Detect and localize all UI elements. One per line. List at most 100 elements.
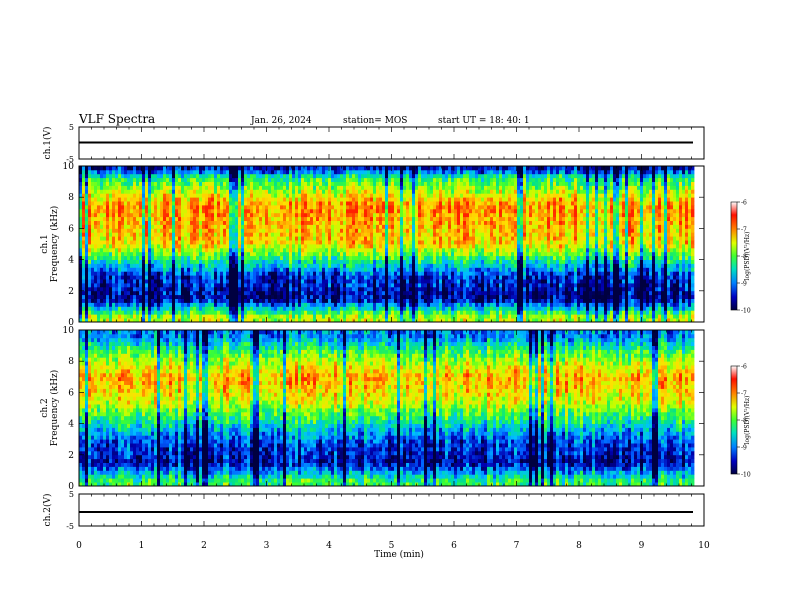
- spectrogram-ch1-cell: [319, 259, 323, 264]
- spectrogram-ch1-cell: [181, 166, 185, 171]
- spectrogram-ch1-cell: [409, 318, 413, 323]
- spectrogram-ch1-cell: [142, 255, 146, 260]
- spectrogram-ch1-cell: [127, 286, 131, 292]
- spectrogram-ch1-cell: [277, 283, 281, 288]
- spectrogram-ch1-cell: [358, 302, 362, 307]
- spectrogram-ch1-cell: [253, 306, 257, 311]
- spectrogram-ch1-cell: [112, 212, 116, 218]
- spectrogram-ch1-cell: [208, 283, 212, 288]
- spectrogram-ch1-cell: [148, 212, 152, 218]
- spectrogram-ch1-cell: [109, 263, 113, 268]
- spectrogram-ch1-cell: [379, 255, 383, 260]
- spectrogram-ch1-cell: [439, 166, 443, 171]
- spectrogram-ch1-cell: [151, 236, 155, 241]
- spectrogram-ch1-cell: [220, 302, 224, 307]
- spectrogram-ch1-cell: [304, 240, 308, 245]
- spectrogram-ch1-cell: [433, 310, 437, 315]
- spectrogram-ch1-cell: [337, 181, 341, 186]
- spectrogram-ch1-cell: [340, 263, 344, 268]
- spectrogram-ch1-cell: [391, 197, 395, 202]
- spectrogram-ch1-cell: [325, 318, 329, 323]
- spectrogram-ch1-cell: [223, 244, 227, 249]
- spectrogram-ch1-cell: [166, 224, 170, 229]
- spectrogram-ch1-cell: [328, 318, 332, 323]
- spectrogram-ch1-cell: [361, 279, 365, 284]
- spectrogram-ch1-cell: [208, 294, 212, 299]
- spectrogram-ch1-cell: [298, 244, 302, 249]
- spectrogram-ch1-cell: [283, 181, 287, 186]
- spectrogram-ch1-cell: [271, 181, 275, 186]
- spectrogram-ch1-cell: [157, 189, 161, 194]
- spectrogram-ch1-cell: [361, 177, 365, 182]
- spectrogram-ch1-cell: [223, 298, 227, 303]
- spectrogram-ch1-cell: [199, 267, 203, 272]
- spectrogram-ch1-cell: [85, 216, 89, 221]
- spectrogram-ch1-cell: [235, 177, 239, 182]
- spectrogram-ch1-cell: [325, 224, 329, 229]
- spectrogram-ch1-cell: [442, 236, 446, 241]
- spectrogram-ch1-cell: [310, 236, 314, 241]
- spectrogram-ch1-cell: [175, 173, 179, 179]
- spectrogram-ch1-cell: [214, 244, 218, 249]
- spectrogram-ch1-cell: [214, 193, 218, 198]
- spectrogram-ch1-cell: [223, 286, 227, 292]
- spectrogram-ch1-cell: [322, 197, 326, 202]
- spectrogram-ch1-cell: [79, 271, 83, 276]
- spectrogram-ch1-cell: [118, 208, 122, 214]
- spectrogram-ch1-cell: [238, 318, 242, 323]
- spectrogram-ch1-cell: [277, 306, 281, 311]
- spectrogram-ch1-cell: [379, 283, 383, 288]
- spectrogram-ch1-cell: [364, 166, 368, 171]
- spectrogram-ch1-cell: [271, 208, 275, 214]
- spectrogram-ch1-cell: [322, 208, 326, 214]
- spectrogram-ch1-cell: [235, 314, 239, 319]
- spectrogram-ch1-cell: [283, 185, 287, 190]
- spectrogram-ch1-cell: [91, 240, 95, 245]
- spectrogram-ch1-cell: [196, 251, 200, 257]
- spectrogram-ch1-cell: [142, 302, 146, 307]
- spectrogram-ch1-cell: [121, 259, 125, 264]
- spectrogram-ch1-cell: [376, 220, 380, 225]
- spectrogram-ch1-cell: [121, 247, 125, 253]
- spectrogram-ch1-cell: [103, 302, 107, 307]
- spectrogram-ch1-cell: [313, 212, 317, 218]
- spectrogram-ch1-cell: [238, 228, 242, 233]
- spectrogram-ch1-cell: [430, 212, 434, 218]
- spectrogram-ch1-cell: [328, 290, 332, 296]
- spectrogram-ch1-cell: [238, 267, 242, 272]
- spectrogram-ch1-cell: [97, 212, 101, 218]
- spectrogram-ch1-cell: [409, 283, 413, 288]
- spectrogram-ch1-cell: [451, 205, 455, 210]
- spectrogram-ch1-cell: [316, 224, 320, 229]
- spectrogram-ch1-cell: [307, 310, 311, 315]
- spectrogram-ch1-cell: [325, 247, 329, 253]
- spectrogram-ch1-cell: [232, 177, 236, 182]
- spectrogram-ch1-cell: [289, 298, 293, 303]
- spectrogram-ch1-cell: [103, 247, 107, 253]
- spectrogram-ch1-cell: [250, 298, 254, 303]
- spectrogram-ch1-cell: [367, 294, 371, 299]
- spectrogram-ch1-cell: [316, 314, 320, 319]
- spectrogram-ch1-cell: [370, 302, 374, 307]
- spectrogram-ch1-cell: [427, 271, 431, 276]
- spectrogram-ch1-cell: [133, 306, 137, 311]
- spectrogram-ch1-cell: [187, 181, 191, 186]
- spectrogram-ch1-cell: [382, 177, 386, 182]
- spectrogram-ch1-cell: [274, 228, 278, 233]
- spectrogram-ch1-cell: [439, 286, 443, 292]
- spectrogram-ch1-cell: [376, 177, 380, 182]
- spectrogram-ch1-cell: [160, 212, 164, 218]
- spectrogram-ch1-cell: [412, 247, 416, 253]
- spectrogram-ch1-cell: [244, 267, 248, 272]
- spectrogram-ch1-cell: [82, 279, 86, 284]
- spectrogram-ch1-cell: [421, 173, 425, 179]
- spectrogram-ch1-cell: [112, 173, 116, 179]
- spectrogram-ch1-cell: [304, 247, 308, 253]
- spectrogram-ch1-cell: [136, 240, 140, 245]
- spectrogram-ch1-cell: [133, 271, 137, 276]
- spectrogram-ch1-cell: [97, 318, 101, 323]
- spectrogram-ch1-cell: [91, 185, 95, 190]
- spectrogram-ch1-cell: [109, 298, 113, 303]
- spectrogram-ch1-cell: [127, 232, 131, 237]
- spectrogram-ch1-cell: [277, 279, 281, 284]
